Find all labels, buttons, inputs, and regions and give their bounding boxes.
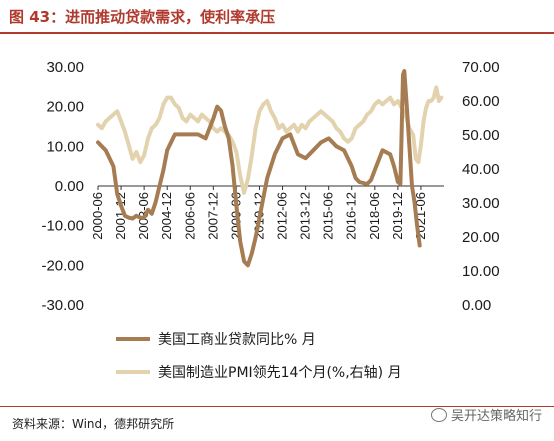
y-left-tick-label: -10.00 [41, 218, 84, 235]
y-right-tick-label: 20.00 [462, 229, 500, 246]
y-left-tick-label: -20.00 [41, 257, 84, 274]
line-chart: 30.00 20.00 10.00 0.00 -10.00 -20.00 -30.00 70.… [41, 59, 499, 381]
x-tick-label: 2000-06 [90, 192, 105, 240]
legend-label: 美国工商业贷款同比% 月 [158, 332, 316, 348]
y-right-tick-label: 10.00 [462, 263, 500, 280]
y-left-tick-label: 30.00 [46, 59, 84, 76]
y-right-tick-label: 40.00 [462, 161, 500, 178]
x-tick-label: 2004-12 [159, 192, 174, 240]
series-line-pmi [96, 85, 444, 195]
x-tick-label: 2016-12 [344, 192, 359, 240]
y-left-tick-label: 0.00 [55, 178, 84, 195]
y-right-tick-label: 50.00 [462, 127, 500, 144]
y-right-tick-label: 70.00 [462, 59, 500, 76]
y-right-tick-label: 0.00 [462, 297, 491, 314]
chart-axes: 30.00 20.00 10.00 0.00 -10.00 -20.00 -30.00 70.… [41, 59, 499, 314]
x-tick-label: 2012-06 [275, 192, 290, 240]
x-tick-label: 2018-06 [367, 192, 382, 240]
y-right-tick-label: 60.00 [462, 93, 500, 110]
x-tick-label: 2015-06 [321, 192, 336, 240]
wechat-logo-icon [430, 407, 447, 422]
footer-rule [0, 406, 554, 407]
x-tick-label: 2006-06 [182, 192, 197, 240]
x-tick-label: 2007-12 [205, 192, 220, 240]
source-note: 资料来源：Wind，德邦研究所 [12, 417, 175, 431]
title-rule [0, 32, 554, 34]
y-left-tick-label: 10.00 [46, 138, 84, 155]
watermark-text: 吴开达策略知行 [450, 409, 542, 424]
figure-title: 图 43：进而推动贷款需求，使利率承压 [9, 8, 276, 26]
legend-label: 美国制造业PMI领先14个月(%,右轴) 月 [158, 365, 402, 381]
series-line-loans [96, 69, 422, 268]
x-tick-label: 2001-12 [113, 192, 128, 240]
y-left-tick-label: 20.00 [46, 99, 84, 116]
watermark: 吴开达策略知行 [430, 405, 542, 424]
y-right-tick-label: 30.00 [462, 195, 500, 212]
y-left-tick-label: -30.00 [41, 297, 84, 314]
x-tick-label: 2013-12 [298, 192, 313, 240]
series-layer [96, 69, 444, 268]
x-tick-label: 2019-12 [390, 192, 405, 240]
